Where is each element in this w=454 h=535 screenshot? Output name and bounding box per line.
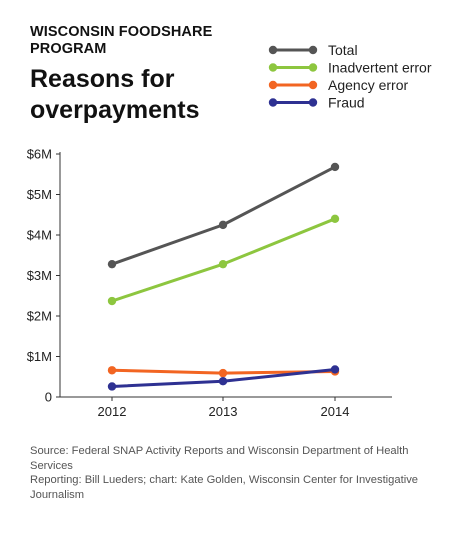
legend-label: Agency error: [328, 77, 408, 93]
credit-note: Reporting: Bill Lueders; chart: Kate Gol…: [30, 474, 419, 501]
series-point-3-2: [330, 365, 340, 374]
series-point-0-0: [107, 259, 117, 269]
y-tick-label: $2M: [27, 309, 52, 324]
series-line-0: [111, 165, 336, 266]
y-tick-label: $5M: [27, 187, 52, 202]
y-tick-label: 0: [45, 390, 52, 405]
series-point-2-1: [218, 368, 228, 378]
chart-title: Reasons for overpayments: [30, 65, 200, 124]
legend-swatch-dot: [308, 80, 318, 90]
series-point-3-1: [218, 377, 228, 386]
series-point-3-0: [107, 382, 117, 391]
chart-kicker: WISCONSIN FOODSHARE PROGRAM: [30, 24, 213, 57]
legend-swatch-dot: [268, 98, 278, 107]
series-point-1-1: [218, 259, 228, 269]
x-tick-label: 2014: [321, 404, 350, 419]
legend-label: Inadvertent error: [328, 60, 432, 76]
series-point-0-1: [218, 220, 228, 230]
x-tick-label: 2012: [98, 404, 127, 419]
legend-swatch-dot: [268, 80, 278, 90]
chart-footer: Source: Federal SNAP Activity Reports an…: [30, 444, 430, 502]
legend-label: Fraud: [328, 95, 365, 111]
series-line-1: [111, 217, 336, 303]
legend-swatch-dot: [308, 98, 318, 107]
series-point-2-0: [107, 366, 117, 375]
legend-label: Total: [328, 42, 358, 58]
y-tick-label: $6M: [27, 147, 52, 162]
y-tick-label: $4M: [27, 228, 52, 243]
y-tick-label: $3M: [27, 268, 52, 283]
source-note: Source: Federal SNAP Activity Reports an…: [30, 445, 409, 472]
series-point-0-2: [330, 162, 340, 172]
series-point-1-0: [107, 296, 117, 306]
line-chart: 0 $1M $2M $3M $4M $5M $6M 2012 2013 2014 Total Inad…: [27, 42, 432, 419]
legend-swatch-dot: [308, 45, 318, 55]
series-point-1-2: [330, 214, 340, 223]
legend-swatch-dot: [268, 63, 278, 72]
y-tick-label: $1M: [27, 349, 52, 364]
x-tick-label: 2013: [209, 404, 238, 419]
legend-swatch-dot: [268, 45, 278, 55]
legend-swatch-dot: [308, 63, 318, 72]
